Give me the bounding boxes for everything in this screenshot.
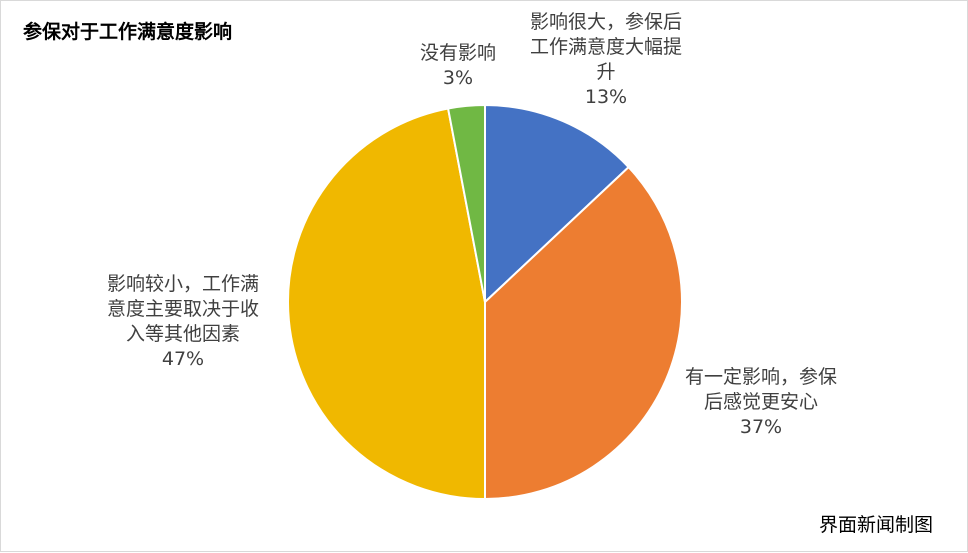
slice-label-1-line-1: 后感觉更安心 xyxy=(703,391,818,413)
slice-label-0: 影响很大，参保后 工作满意度大幅提 升 13% xyxy=(506,10,706,110)
slice-label-2-value: 47% xyxy=(161,348,205,370)
pie-slice-1 xyxy=(484,165,683,501)
chart-title: 参保对于工作满意度影响 xyxy=(23,21,233,43)
slice-label-3-value: 3% xyxy=(442,67,474,89)
slice-label-1: 有一定影响，参保 后感觉更安心 37% xyxy=(663,365,859,440)
slice-label-1-line-0: 有一定影响，参保 xyxy=(684,366,837,388)
pie-slice-2 xyxy=(287,107,486,501)
slice-label-2: 影响较小，工作满 意度主要取决于收 入等其他因素 47% xyxy=(86,272,280,372)
slice-label-2-line-0: 影响较小，工作满 xyxy=(106,273,259,295)
pie-slice-3 xyxy=(446,103,486,303)
slice-label-1-value: 37% xyxy=(739,416,783,438)
slice-label-2-line-2: 入等其他因素 xyxy=(125,323,240,345)
source-note: 界面新闻制图 xyxy=(818,514,933,536)
slice-label-0-line-0: 影响很大，参保后 xyxy=(529,11,682,33)
pie-slice-0 xyxy=(484,103,631,305)
slice-label-3: 没有影响 3% xyxy=(403,41,513,91)
slice-label-3-line-0: 没有影响 xyxy=(419,42,496,64)
slice-label-0-value: 13% xyxy=(584,86,628,108)
slice-label-0-line-1: 工作满意度大幅提 xyxy=(529,36,682,58)
slice-label-2-line-1: 意度主要取决于收 xyxy=(106,298,259,320)
slice-label-0-line-2: 升 xyxy=(596,61,616,83)
